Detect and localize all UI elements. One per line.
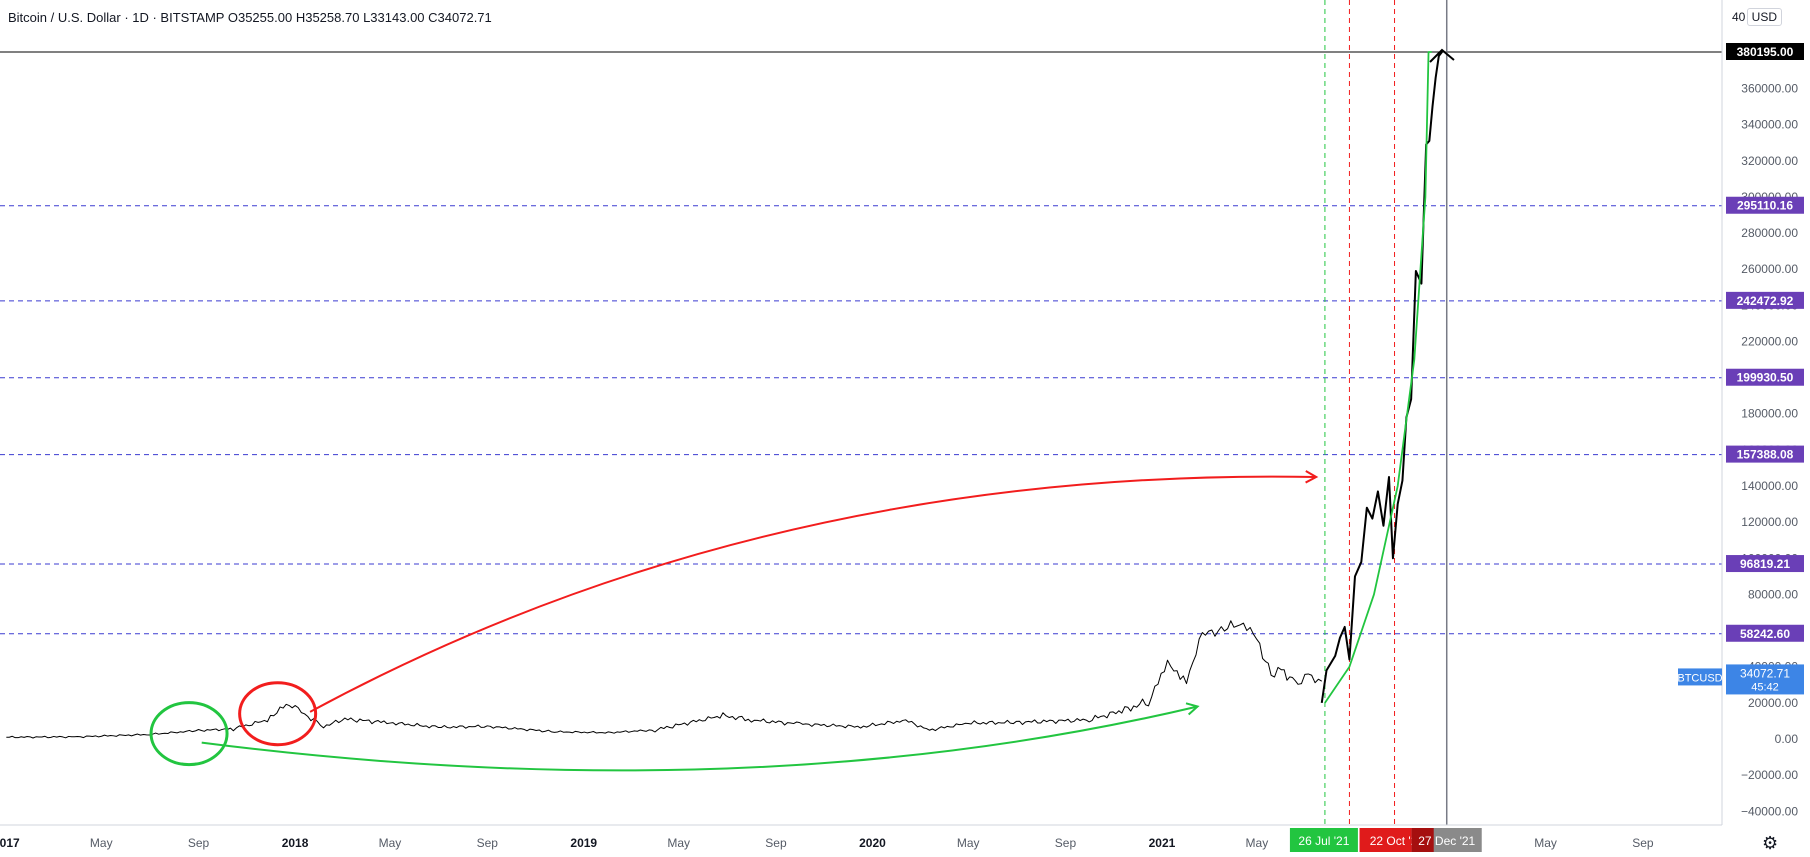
low-value: L33143.00: [363, 10, 425, 25]
x-tick-label: Sep: [188, 836, 210, 850]
x-tick-label: 2021: [1149, 836, 1176, 850]
annotation-arrow-head: [1185, 702, 1200, 716]
currency-top-partial: 40: [1732, 10, 1746, 24]
level-label: 242472.92: [1737, 294, 1794, 308]
last-price-bg: [1726, 664, 1804, 695]
level-label-bg: [1726, 291, 1804, 309]
annotation-arrow: [309, 475, 1317, 713]
y-tick-label: 280000.00: [1741, 226, 1798, 240]
y-tick-label: 0.00: [1775, 732, 1799, 746]
y-tick-label: 140000.00: [1741, 479, 1798, 493]
currency-button[interactable]: USD: [1746, 8, 1782, 26]
annotation-arrow: [201, 705, 1198, 772]
x-tick-label: May: [1534, 836, 1557, 850]
y-tick-label: 20000.00: [1748, 696, 1798, 710]
x-tick-label: May: [1246, 836, 1269, 850]
x-tick-label: May: [667, 836, 690, 850]
level-label-bg: [1726, 43, 1804, 60]
gear-icon[interactable]: ⚙: [1762, 833, 1779, 854]
level-label: 157388.08: [1737, 448, 1794, 462]
x-tick-label: Sep: [1632, 836, 1654, 850]
x-tick-label: May: [90, 836, 113, 850]
annotation-ellipse: [149, 701, 229, 767]
marker-date-bg: [1289, 828, 1358, 852]
btc-symbol-bg: [1678, 668, 1722, 686]
level-label-bg: [1726, 196, 1804, 214]
marker-date-label: 26 Jul '21: [1298, 834, 1349, 848]
last-price-value: 34072.71: [1740, 666, 1790, 680]
x-tick-label: May: [957, 836, 980, 850]
symbol-title: Bitcoin / U.S. Dollar · 1D · BITSTAMP: [8, 10, 225, 25]
series-line: [6, 620, 1323, 739]
level-label: 380195.00: [1737, 45, 1794, 59]
x-tick-label: Sep: [477, 836, 499, 850]
x-tick-label: 2020: [859, 836, 886, 850]
level-label: 295110.16: [1737, 199, 1793, 213]
marker-date-label: 27 Dec '21: [1418, 834, 1475, 848]
close-value: C34072.71: [428, 10, 492, 25]
x-tick-label: Sep: [765, 836, 787, 850]
y-tick-label: 320000.00: [1741, 154, 1798, 168]
level-label-bg: [1726, 555, 1804, 573]
x-tick-label: May: [379, 836, 402, 850]
series-line: [1324, 51, 1432, 704]
y-tick-label: 360000.00: [1741, 81, 1798, 95]
y-tick-label: −20000.00: [1741, 768, 1798, 782]
open-value: O35255.00: [227, 10, 293, 25]
x-tick-label: 2019: [570, 836, 597, 850]
symbol-legend[interactable]: Bitcoin / U.S. Dollar · 1D · BITSTAMP O3…: [8, 10, 492, 25]
level-label: 96819.21: [1740, 557, 1790, 571]
y-tick-label: 340000.00: [1741, 118, 1798, 132]
y-tick-label: 220000.00: [1741, 334, 1798, 348]
x-tick-label: 2018: [282, 836, 309, 850]
y-tick-label: 80000.00: [1748, 587, 1798, 601]
x-tick-label: Sep: [1055, 836, 1077, 850]
level-label-bg: [1726, 445, 1804, 463]
y-axis-panel: [1722, 0, 1810, 857]
annotation-ellipse: [238, 681, 318, 747]
y-tick-label: 120000.00: [1741, 515, 1798, 529]
marker-date-label: 22 Oct '2: [1370, 834, 1418, 848]
level-label: 199930.50: [1737, 371, 1794, 385]
level-label: 58242.60: [1740, 627, 1790, 641]
y-tick-label: −40000.00: [1741, 804, 1798, 818]
arrow-head: [1429, 48, 1455, 63]
last-price-countdown: 45:42: [1751, 681, 1779, 693]
y-tick-label: 260000.00: [1741, 262, 1798, 276]
y-tick-label: 180000.00: [1741, 407, 1798, 421]
level-label-bg: [1726, 624, 1804, 642]
high-value: H35258.70: [295, 10, 360, 25]
level-label-bg: [1726, 368, 1804, 386]
annotation-arrow-head: [1305, 470, 1319, 484]
marker-date-overlap: [1411, 828, 1434, 852]
btc-symbol-label: BTCUSD: [1677, 672, 1722, 684]
